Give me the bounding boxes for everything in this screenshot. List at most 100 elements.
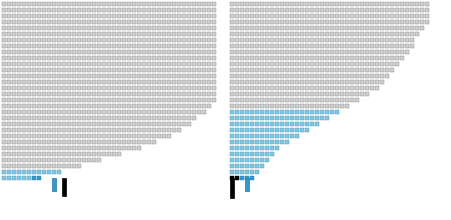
Bar <box>172 56 175 60</box>
Bar <box>156 104 161 108</box>
Bar <box>279 38 283 42</box>
Bar <box>32 62 36 66</box>
Bar <box>137 116 141 120</box>
Bar <box>2 92 6 96</box>
Bar <box>329 44 333 48</box>
Bar <box>279 2 283 6</box>
Bar <box>62 98 66 102</box>
Bar <box>344 32 348 36</box>
Bar <box>274 20 278 24</box>
Bar <box>127 104 131 108</box>
Bar <box>117 26 121 30</box>
Bar <box>290 110 293 114</box>
Bar <box>132 80 136 84</box>
Bar <box>389 8 393 12</box>
Bar <box>47 128 51 132</box>
Bar <box>279 20 283 24</box>
Bar <box>37 152 41 156</box>
Bar <box>244 116 249 120</box>
Bar <box>394 62 398 66</box>
Bar <box>67 50 71 54</box>
Bar <box>285 140 288 144</box>
Bar <box>279 140 283 144</box>
Bar <box>239 92 244 96</box>
Bar <box>52 178 56 191</box>
Bar <box>87 158 91 162</box>
Bar <box>339 92 343 96</box>
Bar <box>142 92 146 96</box>
Bar <box>249 128 253 132</box>
Bar <box>354 44 358 48</box>
Bar <box>334 56 338 60</box>
Bar <box>52 86 56 90</box>
Bar <box>254 134 258 138</box>
Bar <box>172 98 175 102</box>
Bar <box>192 2 196 6</box>
Bar <box>132 104 136 108</box>
Bar <box>254 146 258 150</box>
Bar <box>182 92 186 96</box>
Bar <box>369 56 373 60</box>
Bar <box>279 122 283 126</box>
Bar <box>192 104 196 108</box>
Bar <box>17 68 21 72</box>
Bar <box>62 178 66 196</box>
Bar <box>62 74 66 78</box>
Bar <box>399 32 403 36</box>
Bar <box>182 14 186 18</box>
Bar <box>264 32 268 36</box>
Bar <box>269 152 273 156</box>
Bar <box>32 146 36 150</box>
Bar <box>152 8 156 12</box>
Bar <box>117 86 121 90</box>
Bar <box>177 26 180 30</box>
Bar <box>269 140 273 144</box>
Bar <box>339 62 343 66</box>
Bar <box>7 80 11 84</box>
Bar <box>17 56 21 60</box>
Bar <box>182 116 186 120</box>
Bar <box>17 140 21 144</box>
Bar <box>187 122 191 126</box>
Bar <box>47 86 51 90</box>
Bar <box>259 146 263 150</box>
Bar <box>47 164 51 168</box>
Bar <box>319 14 323 18</box>
Bar <box>107 20 111 24</box>
Bar <box>259 74 263 78</box>
Bar <box>329 20 333 24</box>
Bar <box>7 92 11 96</box>
Bar <box>42 98 46 102</box>
Bar <box>47 104 51 108</box>
Bar <box>32 158 36 162</box>
Bar <box>290 86 293 90</box>
Bar <box>295 74 299 78</box>
Bar <box>364 74 368 78</box>
Bar <box>244 104 249 108</box>
Bar <box>12 110 16 114</box>
Bar <box>87 110 91 114</box>
Bar <box>62 122 66 126</box>
Bar <box>147 50 151 54</box>
Bar <box>2 80 6 84</box>
Bar <box>72 134 76 138</box>
Bar <box>22 128 26 132</box>
Bar <box>329 104 333 108</box>
Bar <box>182 26 186 30</box>
Bar <box>235 170 239 174</box>
Bar <box>52 122 56 126</box>
Bar <box>47 2 51 6</box>
Bar <box>329 110 333 114</box>
Bar <box>235 158 239 162</box>
Bar <box>329 56 333 60</box>
Bar <box>62 92 66 96</box>
Bar <box>127 20 131 24</box>
Bar <box>230 164 234 168</box>
Bar <box>319 20 323 24</box>
Bar <box>299 44 304 48</box>
Bar <box>295 116 299 120</box>
Bar <box>349 98 353 102</box>
Bar <box>197 14 201 18</box>
Bar <box>299 128 304 132</box>
Bar <box>329 62 333 66</box>
